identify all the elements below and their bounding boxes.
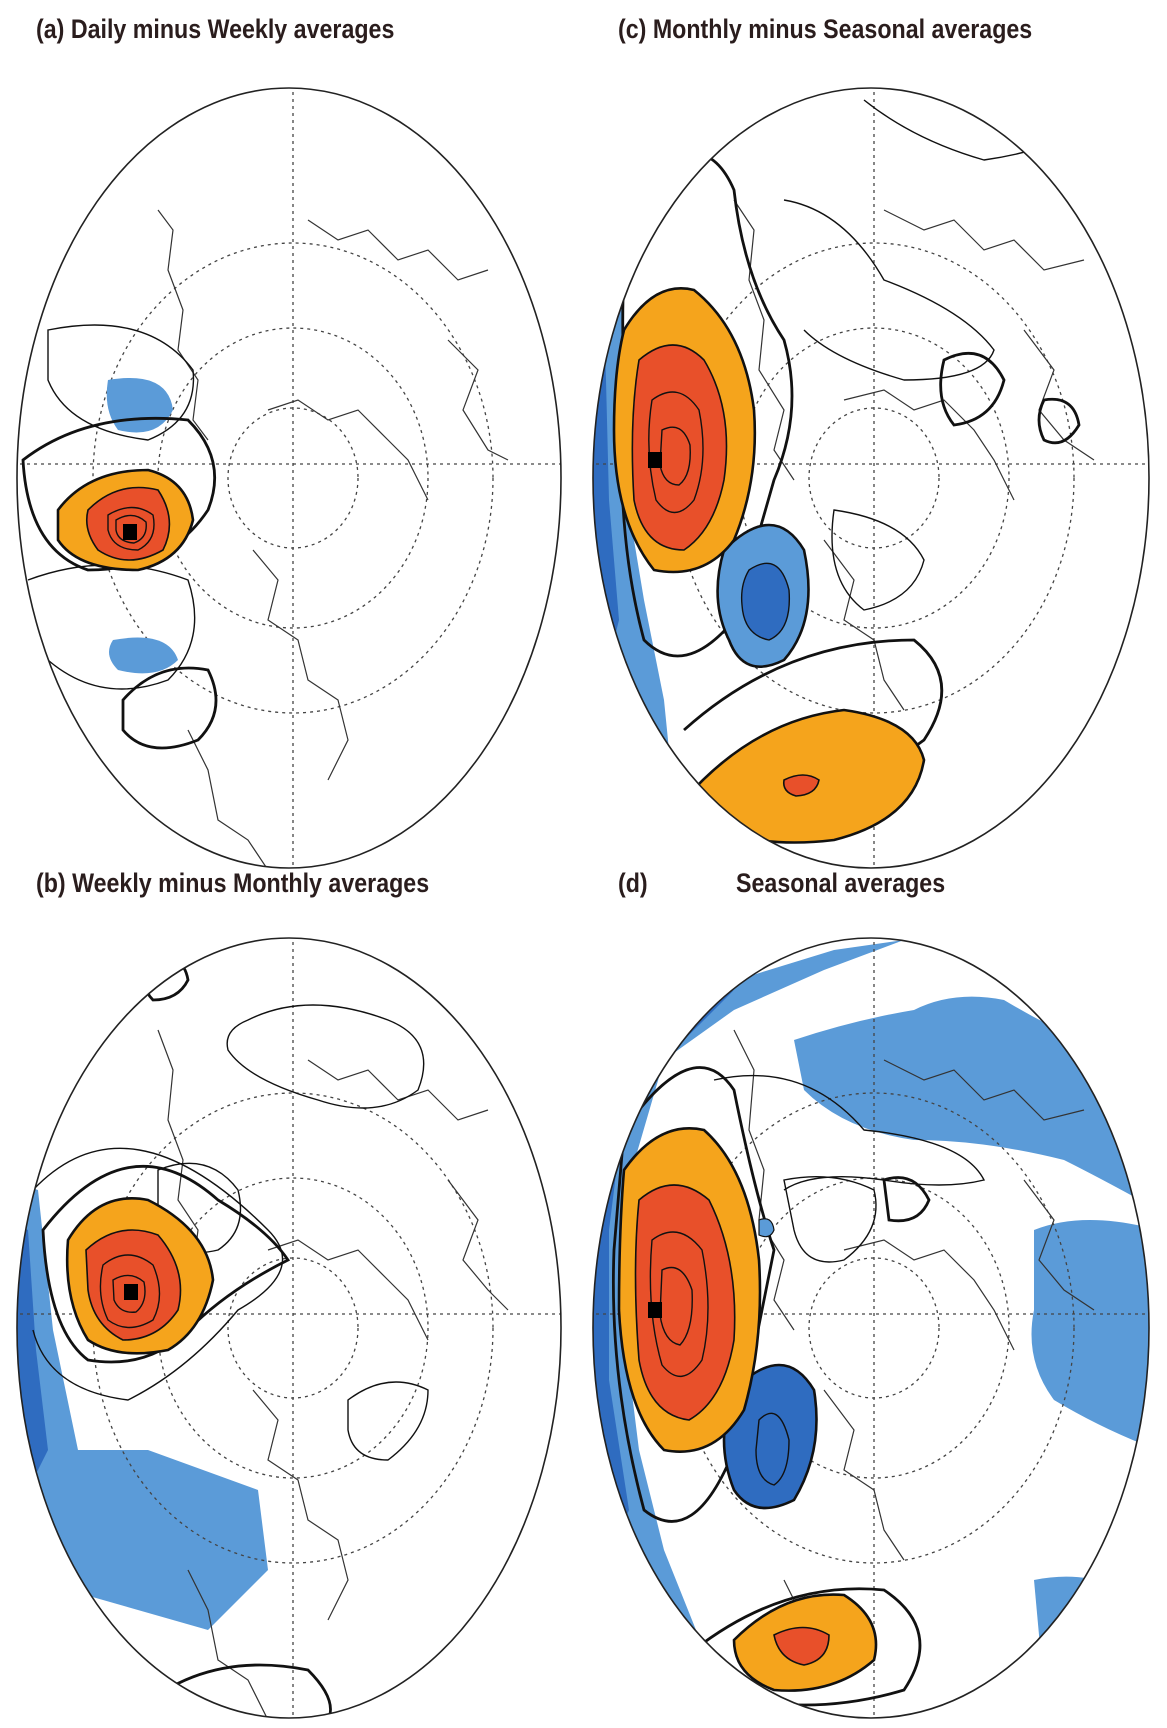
- contours-lines: [21, 324, 218, 750]
- graticule: [593, 938, 1149, 1718]
- panel-b-map: [16, 937, 562, 1719]
- base-point-marker: [124, 1284, 138, 1300]
- graticule: [17, 88, 561, 868]
- negative-region: [593, 250, 619, 680]
- panel-d-label: (d): [618, 868, 648, 898]
- negative-region: [1031, 1220, 1149, 1450]
- panel-c-map: [592, 87, 1150, 869]
- coastlines: [733, 1029, 1095, 1671]
- coastlines: [157, 1029, 509, 1718]
- base-point-marker: [648, 452, 662, 468]
- panel-a-title: (a) Daily minus Weekly averages: [36, 14, 395, 44]
- contours-positive: [617, 1127, 878, 1692]
- graticule: [593, 88, 1149, 868]
- panel-d-title: Seasonal averages: [736, 868, 946, 898]
- panel-d-map: [592, 937, 1150, 1719]
- panel-b-title: (b) Weekly minus Monthly averages: [36, 868, 430, 898]
- contours-negative: [716, 523, 810, 668]
- coastlines: [157, 209, 509, 868]
- negative-region: [17, 1180, 268, 1630]
- base-point-marker: [648, 1302, 662, 1318]
- panel-a-map: [16, 87, 562, 869]
- contours-positive: [56, 468, 195, 572]
- contours-positive: [612, 287, 926, 844]
- negative-region: [1034, 1576, 1124, 1690]
- base-point-marker: [123, 524, 137, 540]
- panel-c-title: (c) Monthly minus Seasonal averages: [618, 14, 1033, 44]
